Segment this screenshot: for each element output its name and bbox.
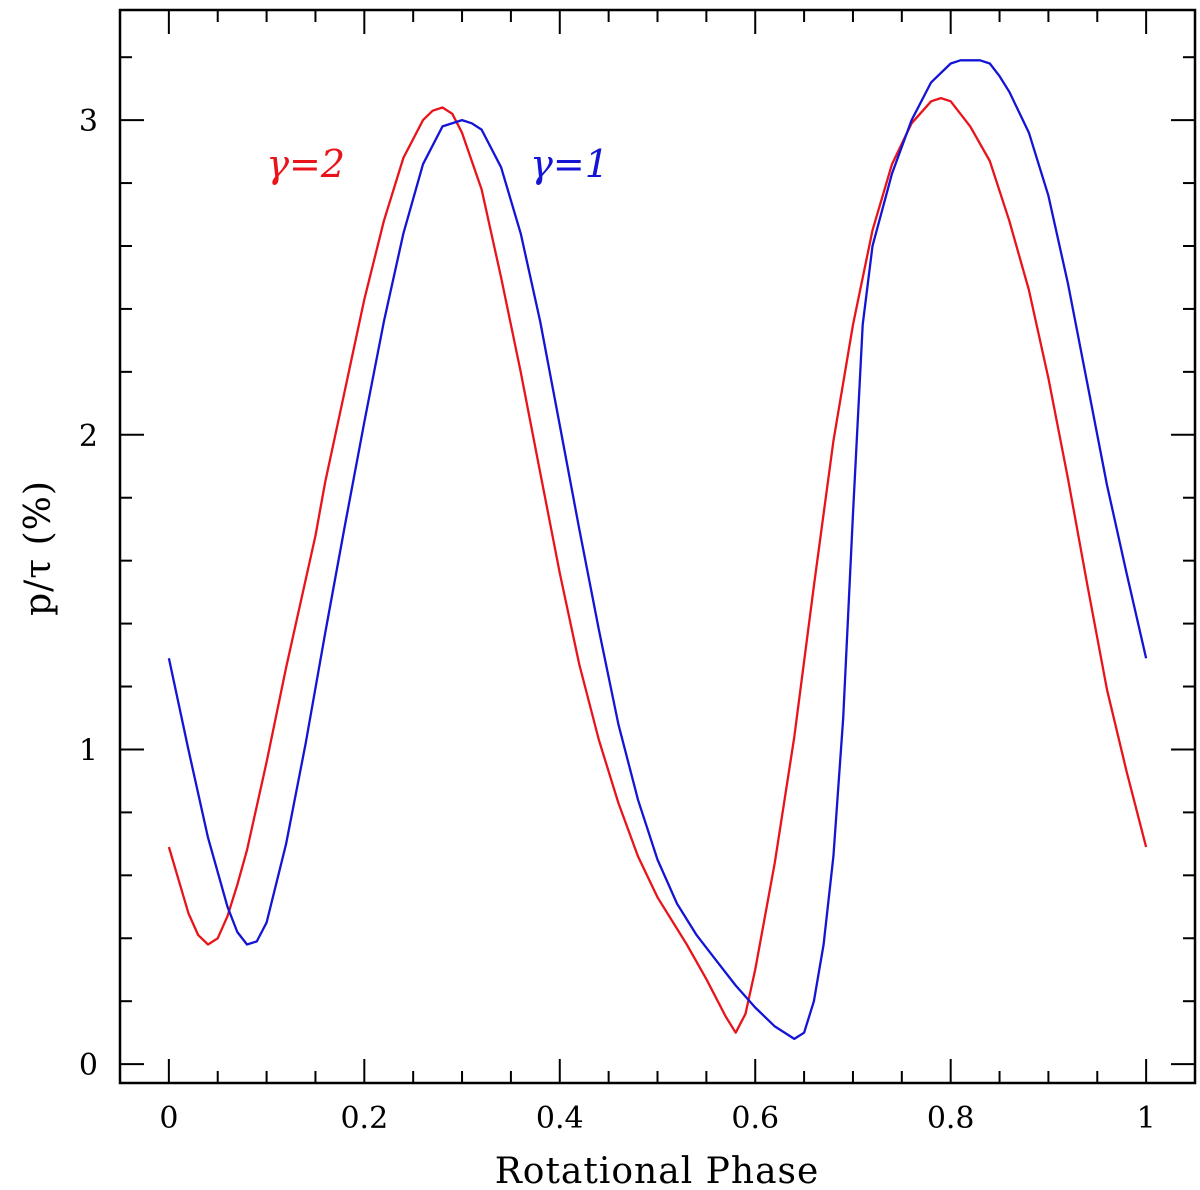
x-tick-label: 0.4 [536,1101,584,1136]
y-axis-label: p/τ (%) [18,480,59,616]
y-tick-label: 2 [79,419,98,454]
y-tick-label: 1 [79,733,98,768]
x-tick-label: 1 [1137,1101,1156,1136]
series-line-1 [167,96,1148,1034]
series-line-2 [167,59,1148,1041]
y-tick-label: 0 [79,1048,98,1083]
labels-layer: Rotational Phase p/τ (%) [18,480,820,1190]
y-tick-label: 3 [79,104,98,139]
series-layer: γ=2 γ=1 [167,59,1148,1041]
series-label-2: γ=1 [530,142,609,186]
x-tick-label: 0.8 [927,1101,975,1136]
x-tick-label: 0 [159,1101,178,1136]
x-axis-label: Rotational Phase [495,1151,820,1190]
x-tick-label: 0.6 [731,1101,779,1136]
ticks-layer: 0 0.2 0.4 0.6 0.8 1 0 1 2 3 [79,10,1195,1136]
series-label-1: γ=2 [266,142,345,186]
x-tick-label: 0.2 [340,1101,388,1136]
